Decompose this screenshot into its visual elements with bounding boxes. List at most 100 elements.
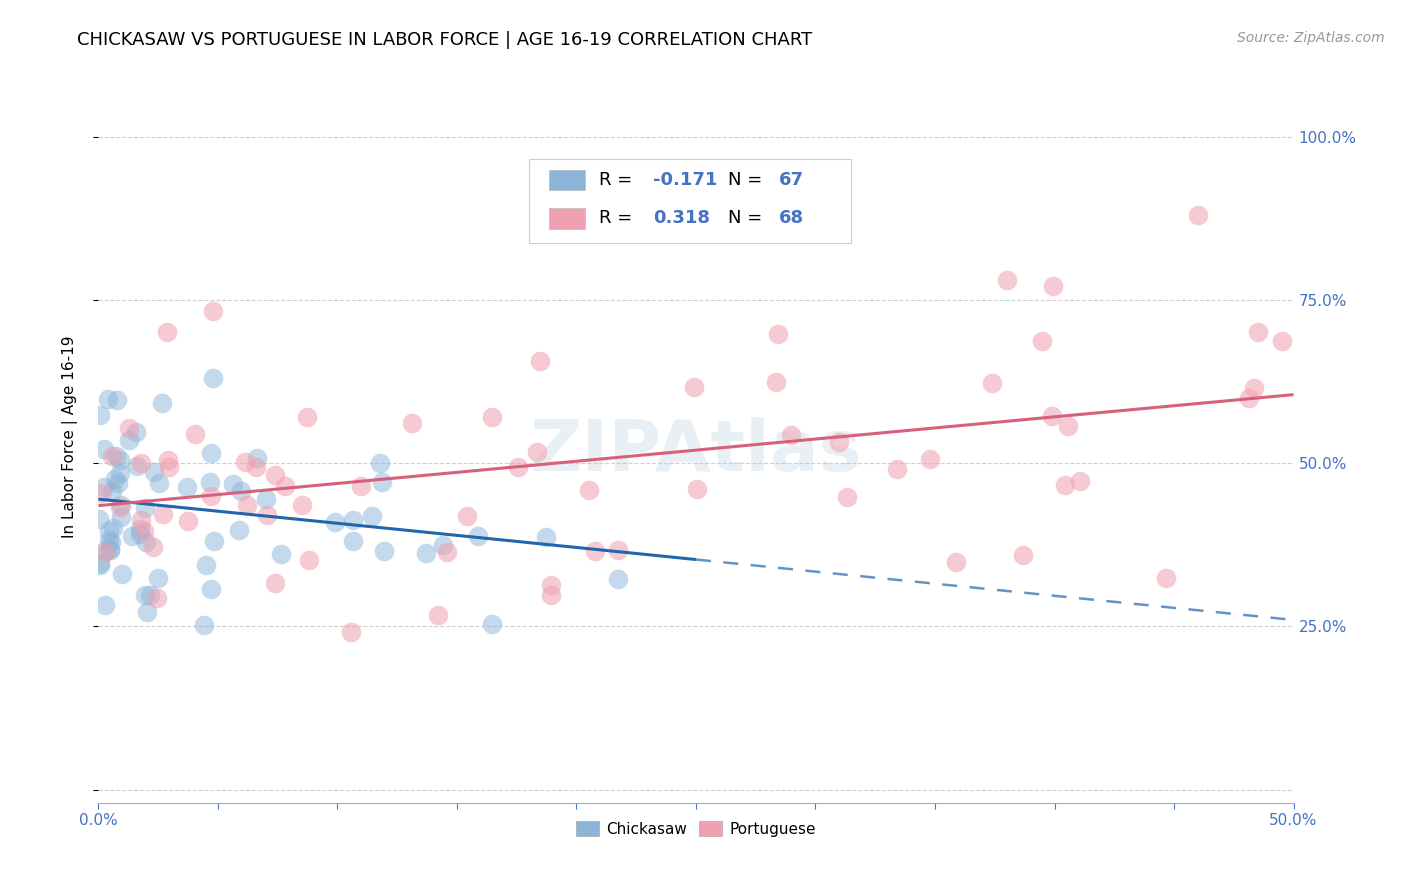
- Point: [415, 547, 437, 561]
- Point: [104, 450, 127, 464]
- Point: [1053, 478, 1076, 492]
- Point: [780, 428, 803, 442]
- Point: [156, 325, 179, 339]
- Point: [96, 392, 118, 407]
- Point: [97, 533, 120, 547]
- Text: R =: R =: [599, 171, 638, 189]
- Point: [108, 453, 131, 467]
- Text: 0.318: 0.318: [652, 210, 710, 227]
- Point: [835, 490, 858, 504]
- Point: [583, 543, 606, 558]
- Point: [1243, 381, 1265, 395]
- Text: 68: 68: [779, 210, 804, 227]
- Point: [264, 467, 287, 482]
- Point: [245, 459, 267, 474]
- Point: [202, 534, 225, 549]
- Point: [200, 489, 222, 503]
- Point: [132, 524, 155, 538]
- Point: [134, 501, 156, 516]
- Point: [481, 409, 503, 424]
- Point: [536, 530, 558, 544]
- Point: [94, 545, 117, 559]
- Point: [118, 433, 141, 447]
- Point: [107, 476, 129, 491]
- Point: [194, 558, 217, 572]
- Point: [222, 476, 245, 491]
- Point: [100, 484, 122, 499]
- Point: [607, 542, 630, 557]
- Point: [1042, 279, 1064, 293]
- Point: [129, 456, 152, 470]
- Text: N =: N =: [728, 171, 768, 189]
- Point: [134, 588, 156, 602]
- Point: [136, 605, 159, 619]
- Point: [135, 535, 157, 549]
- Point: [98, 543, 121, 558]
- Point: [104, 472, 127, 486]
- Point: [264, 575, 287, 590]
- Point: [183, 427, 205, 442]
- Point: [1187, 208, 1209, 222]
- Point: [368, 457, 391, 471]
- Point: [1246, 326, 1268, 340]
- Point: [118, 421, 141, 435]
- Point: [432, 538, 454, 552]
- Point: [290, 499, 312, 513]
- Point: [176, 515, 198, 529]
- Point: [148, 476, 170, 491]
- Legend: Chickasaw, Portuguese: Chickasaw, Portuguese: [569, 814, 823, 843]
- Point: [606, 572, 628, 586]
- Point: [94, 543, 117, 558]
- Point: [529, 354, 551, 368]
- Point: [828, 434, 851, 449]
- Point: [371, 475, 394, 489]
- Point: [342, 534, 364, 549]
- Point: [246, 451, 269, 466]
- Point: [108, 466, 131, 480]
- Point: [200, 582, 222, 596]
- Point: [150, 396, 173, 410]
- Text: R =: R =: [599, 210, 638, 227]
- Point: [1069, 474, 1091, 488]
- Point: [142, 540, 165, 554]
- Point: [152, 508, 174, 522]
- Point: [143, 465, 166, 479]
- Point: [176, 480, 198, 494]
- Point: [128, 527, 150, 541]
- Point: [233, 454, 256, 468]
- Point: [456, 508, 478, 523]
- Point: [683, 380, 706, 394]
- Point: [526, 445, 548, 459]
- Point: [360, 508, 382, 523]
- Text: -0.171: -0.171: [652, 171, 717, 189]
- Text: Source: ZipAtlas.com: Source: ZipAtlas.com: [1237, 31, 1385, 45]
- Point: [274, 479, 297, 493]
- Point: [193, 617, 215, 632]
- Point: [995, 273, 1018, 287]
- Point: [101, 521, 124, 535]
- Point: [373, 544, 395, 558]
- Point: [981, 376, 1004, 390]
- Point: [229, 483, 252, 498]
- Point: [148, 571, 170, 585]
- Point: [297, 553, 319, 567]
- Point: [89, 409, 111, 423]
- Point: [110, 498, 132, 512]
- Point: [686, 483, 709, 497]
- Y-axis label: In Labor Force | Age 16-19: In Labor Force | Age 16-19: [62, 335, 77, 539]
- Point: [89, 558, 111, 573]
- Text: CHICKASAW VS PORTUGUESE IN LABOR FORCE | AGE 16-19 CORRELATION CHART: CHICKASAW VS PORTUGUESE IN LABOR FORCE |…: [77, 31, 813, 49]
- Point: [110, 510, 132, 524]
- Point: [1057, 419, 1080, 434]
- Text: 67: 67: [779, 171, 803, 189]
- Point: [918, 452, 941, 467]
- Point: [121, 529, 143, 543]
- Point: [1012, 548, 1035, 562]
- Point: [129, 513, 152, 527]
- Point: [1040, 409, 1063, 423]
- Point: [342, 513, 364, 527]
- Point: [766, 326, 789, 341]
- Point: [578, 483, 600, 498]
- Point: [157, 459, 180, 474]
- Point: [350, 478, 373, 492]
